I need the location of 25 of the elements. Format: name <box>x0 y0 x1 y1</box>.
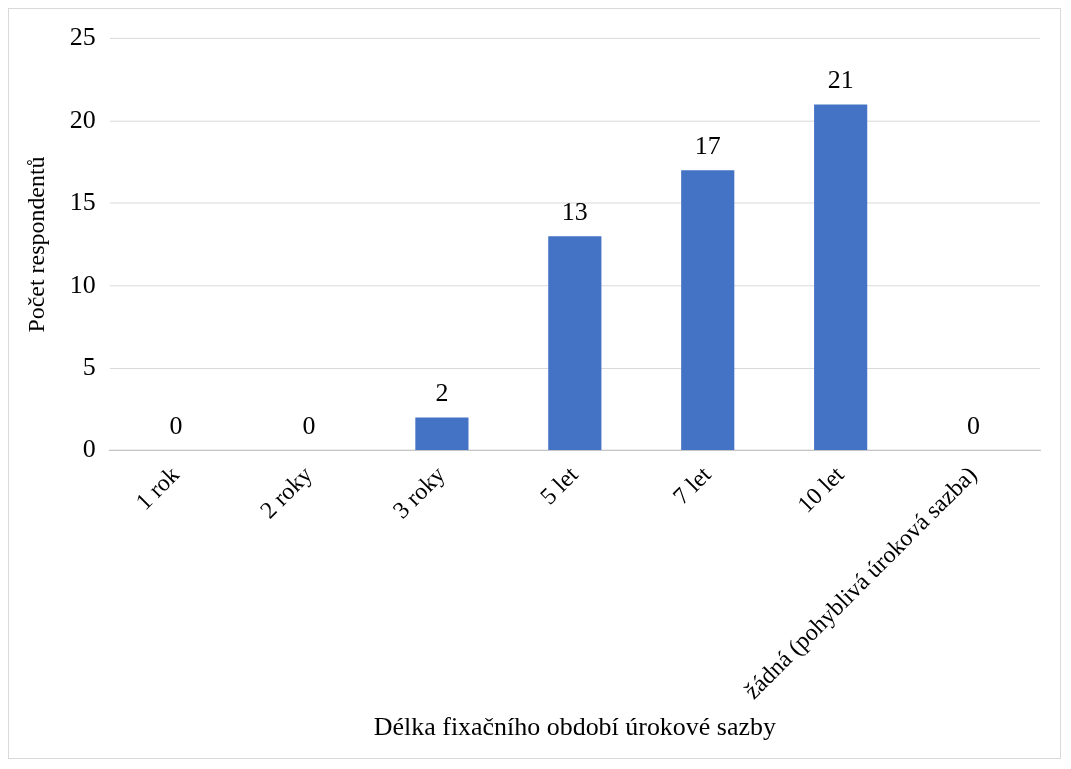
y-tick-label: 25 <box>69 22 96 52</box>
x-axis-title: Délka fixačního období úrokové sazby <box>373 712 776 742</box>
data-label: 21 <box>827 65 854 95</box>
data-label: 13 <box>561 197 588 227</box>
y-tick-label: 20 <box>69 104 96 134</box>
y-tick-label: 5 <box>82 351 96 381</box>
x-tick-label: 10 let <box>792 460 849 518</box>
bar <box>548 236 602 450</box>
data-label: 2 <box>435 378 449 408</box>
y-axis-title: Počet respondentů <box>22 156 49 333</box>
x-tick-label: 7 let <box>667 460 716 510</box>
data-label: 0 <box>169 411 183 441</box>
y-tick-label: 15 <box>69 187 96 217</box>
y-tick-label: 0 <box>82 434 96 464</box>
x-tick-label: 2 roky <box>254 461 317 524</box>
y-tick-label: 10 <box>69 269 96 299</box>
data-label: 0 <box>302 411 316 441</box>
bar <box>814 104 868 450</box>
bar <box>415 417 469 450</box>
data-label: 17 <box>694 131 721 161</box>
data-label: 0 <box>967 411 981 441</box>
x-tick-label: 1 rok <box>130 461 185 515</box>
bar <box>681 170 735 450</box>
x-tick-label: 3 roky <box>387 461 450 524</box>
x-tick-label: 5 let <box>534 460 584 510</box>
